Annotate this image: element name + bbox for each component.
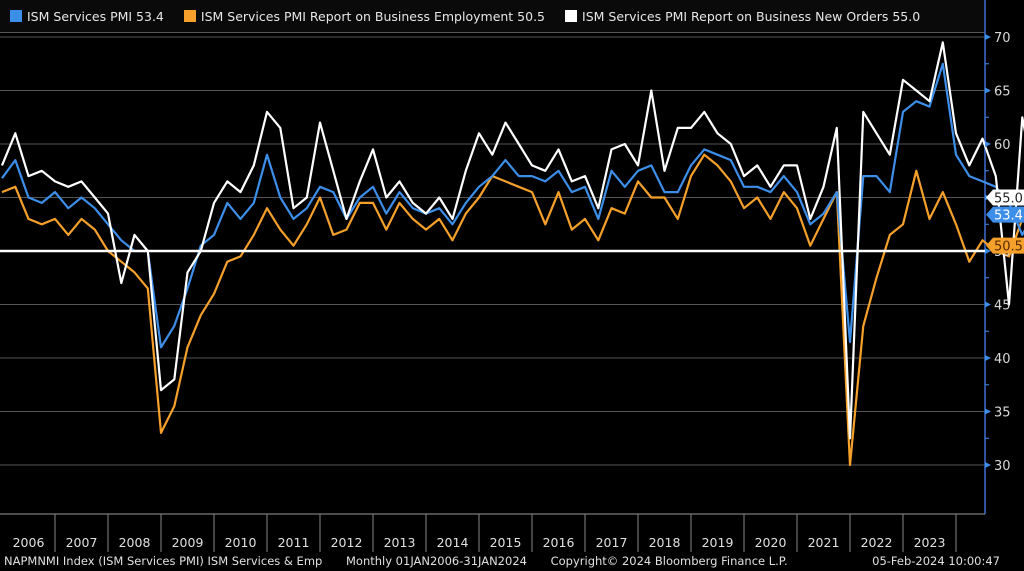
x-tick-label: 2019 [702, 535, 734, 550]
footer-timestamp: 05-Feb-2024 10:00:47 [872, 554, 1000, 568]
legend-swatch-orange [183, 10, 196, 22]
x-tick-label: 2011 [278, 535, 310, 550]
last-value-tag [986, 237, 1024, 254]
y-tick-70 [985, 34, 991, 40]
x-tick-label: 2014 [437, 535, 469, 550]
last-value-label: 53.4 [994, 209, 1023, 224]
chart-footer: NAPMNMI Index (ISM Services PMI) ISM Ser… [4, 554, 1020, 568]
y-tick-60 [985, 141, 991, 147]
legend-item-services-pmi[interactable]: ISM Services PMI 53.4 [10, 9, 164, 24]
x-tick-label: 2006 [13, 535, 45, 550]
x-tick-label: 2009 [172, 535, 204, 550]
y-tick-65 [985, 87, 991, 94]
footer-ticker: NAPMNMI Index (ISM Services PMI) ISM Ser… [4, 554, 323, 568]
y-tick-label: 45 [994, 299, 1011, 314]
x-tick-label: 2020 [755, 535, 787, 550]
x-tick-label: 2017 [596, 535, 628, 550]
y-tick-30 [985, 462, 991, 468]
x-tick-label: 2007 [66, 535, 98, 550]
x-tick-label: 2021 [808, 535, 840, 550]
footer-copyright: Copyright© 2024 Bloomberg Finance L.P. [550, 554, 788, 568]
legend-label: ISM Services PMI Report on Business Empl… [200, 8, 546, 24]
x-tick-label: 2010 [225, 535, 257, 550]
legend-swatch-white [565, 10, 578, 22]
legend-item-employment[interactable]: ISM Services PMI Report on Business Empl… [183, 8, 546, 24]
x-tick-label: 2023 [914, 535, 946, 550]
series-line-ism-services-pmi-report-on-business-employment [1, 153, 1024, 467]
last-value-label: 55.0 [994, 192, 1023, 207]
last-value-label: 50.5 [994, 240, 1023, 255]
y-tick-label: 70 [994, 31, 1011, 46]
x-axis: 2006 2007 2008 2009 2010 2011 2012 2013 2014 2015… [13, 514, 957, 552]
y-tick-label: 35 [994, 406, 1011, 421]
legend-swatch-blue [10, 10, 22, 22]
x-tick-label: 2008 [119, 535, 151, 550]
legend-label: ISM Services PMI 53.4 [27, 8, 164, 24]
x-tick-label: 2022 [861, 535, 893, 550]
x-tick-label: 2018 [649, 535, 681, 550]
legend-item-new-orders[interactable]: ISM Services PMI Report on Business New … [565, 9, 920, 24]
series-line-ism-services-pmi-report-on-business-new-orders [0, 41, 1024, 440]
legend-label: ISM Services PMI Report on Business New … [582, 8, 921, 24]
last-value-tag [986, 206, 1024, 223]
last-value-tag [986, 189, 1024, 206]
y-tick-label: 60 [994, 138, 1011, 153]
y-tick-label: 65 [994, 85, 1011, 100]
y-tick-40 [985, 355, 991, 361]
last-value-labels: 55.0 53.4 50.5 [986, 189, 1024, 255]
y-tick-35 [985, 408, 991, 415]
x-tick-label: 2016 [543, 535, 575, 550]
chart-legend: ISM Services PMI 53.4 ISM Services PMI R… [0, 0, 985, 33]
y-tick-50 [985, 248, 991, 254]
x-tick-label: 2013 [384, 535, 416, 550]
y-tick-45 [985, 301, 991, 308]
y-tick-label: 40 [994, 352, 1011, 367]
y-tick-label: 30 [994, 459, 1011, 474]
footer-range: Monthly 01JAN2006-31JAN2024 [345, 554, 527, 568]
x-tick-label: 2015 [490, 535, 522, 550]
series-lines [0, 41, 1024, 467]
x-tick-label: 2012 [331, 535, 363, 550]
